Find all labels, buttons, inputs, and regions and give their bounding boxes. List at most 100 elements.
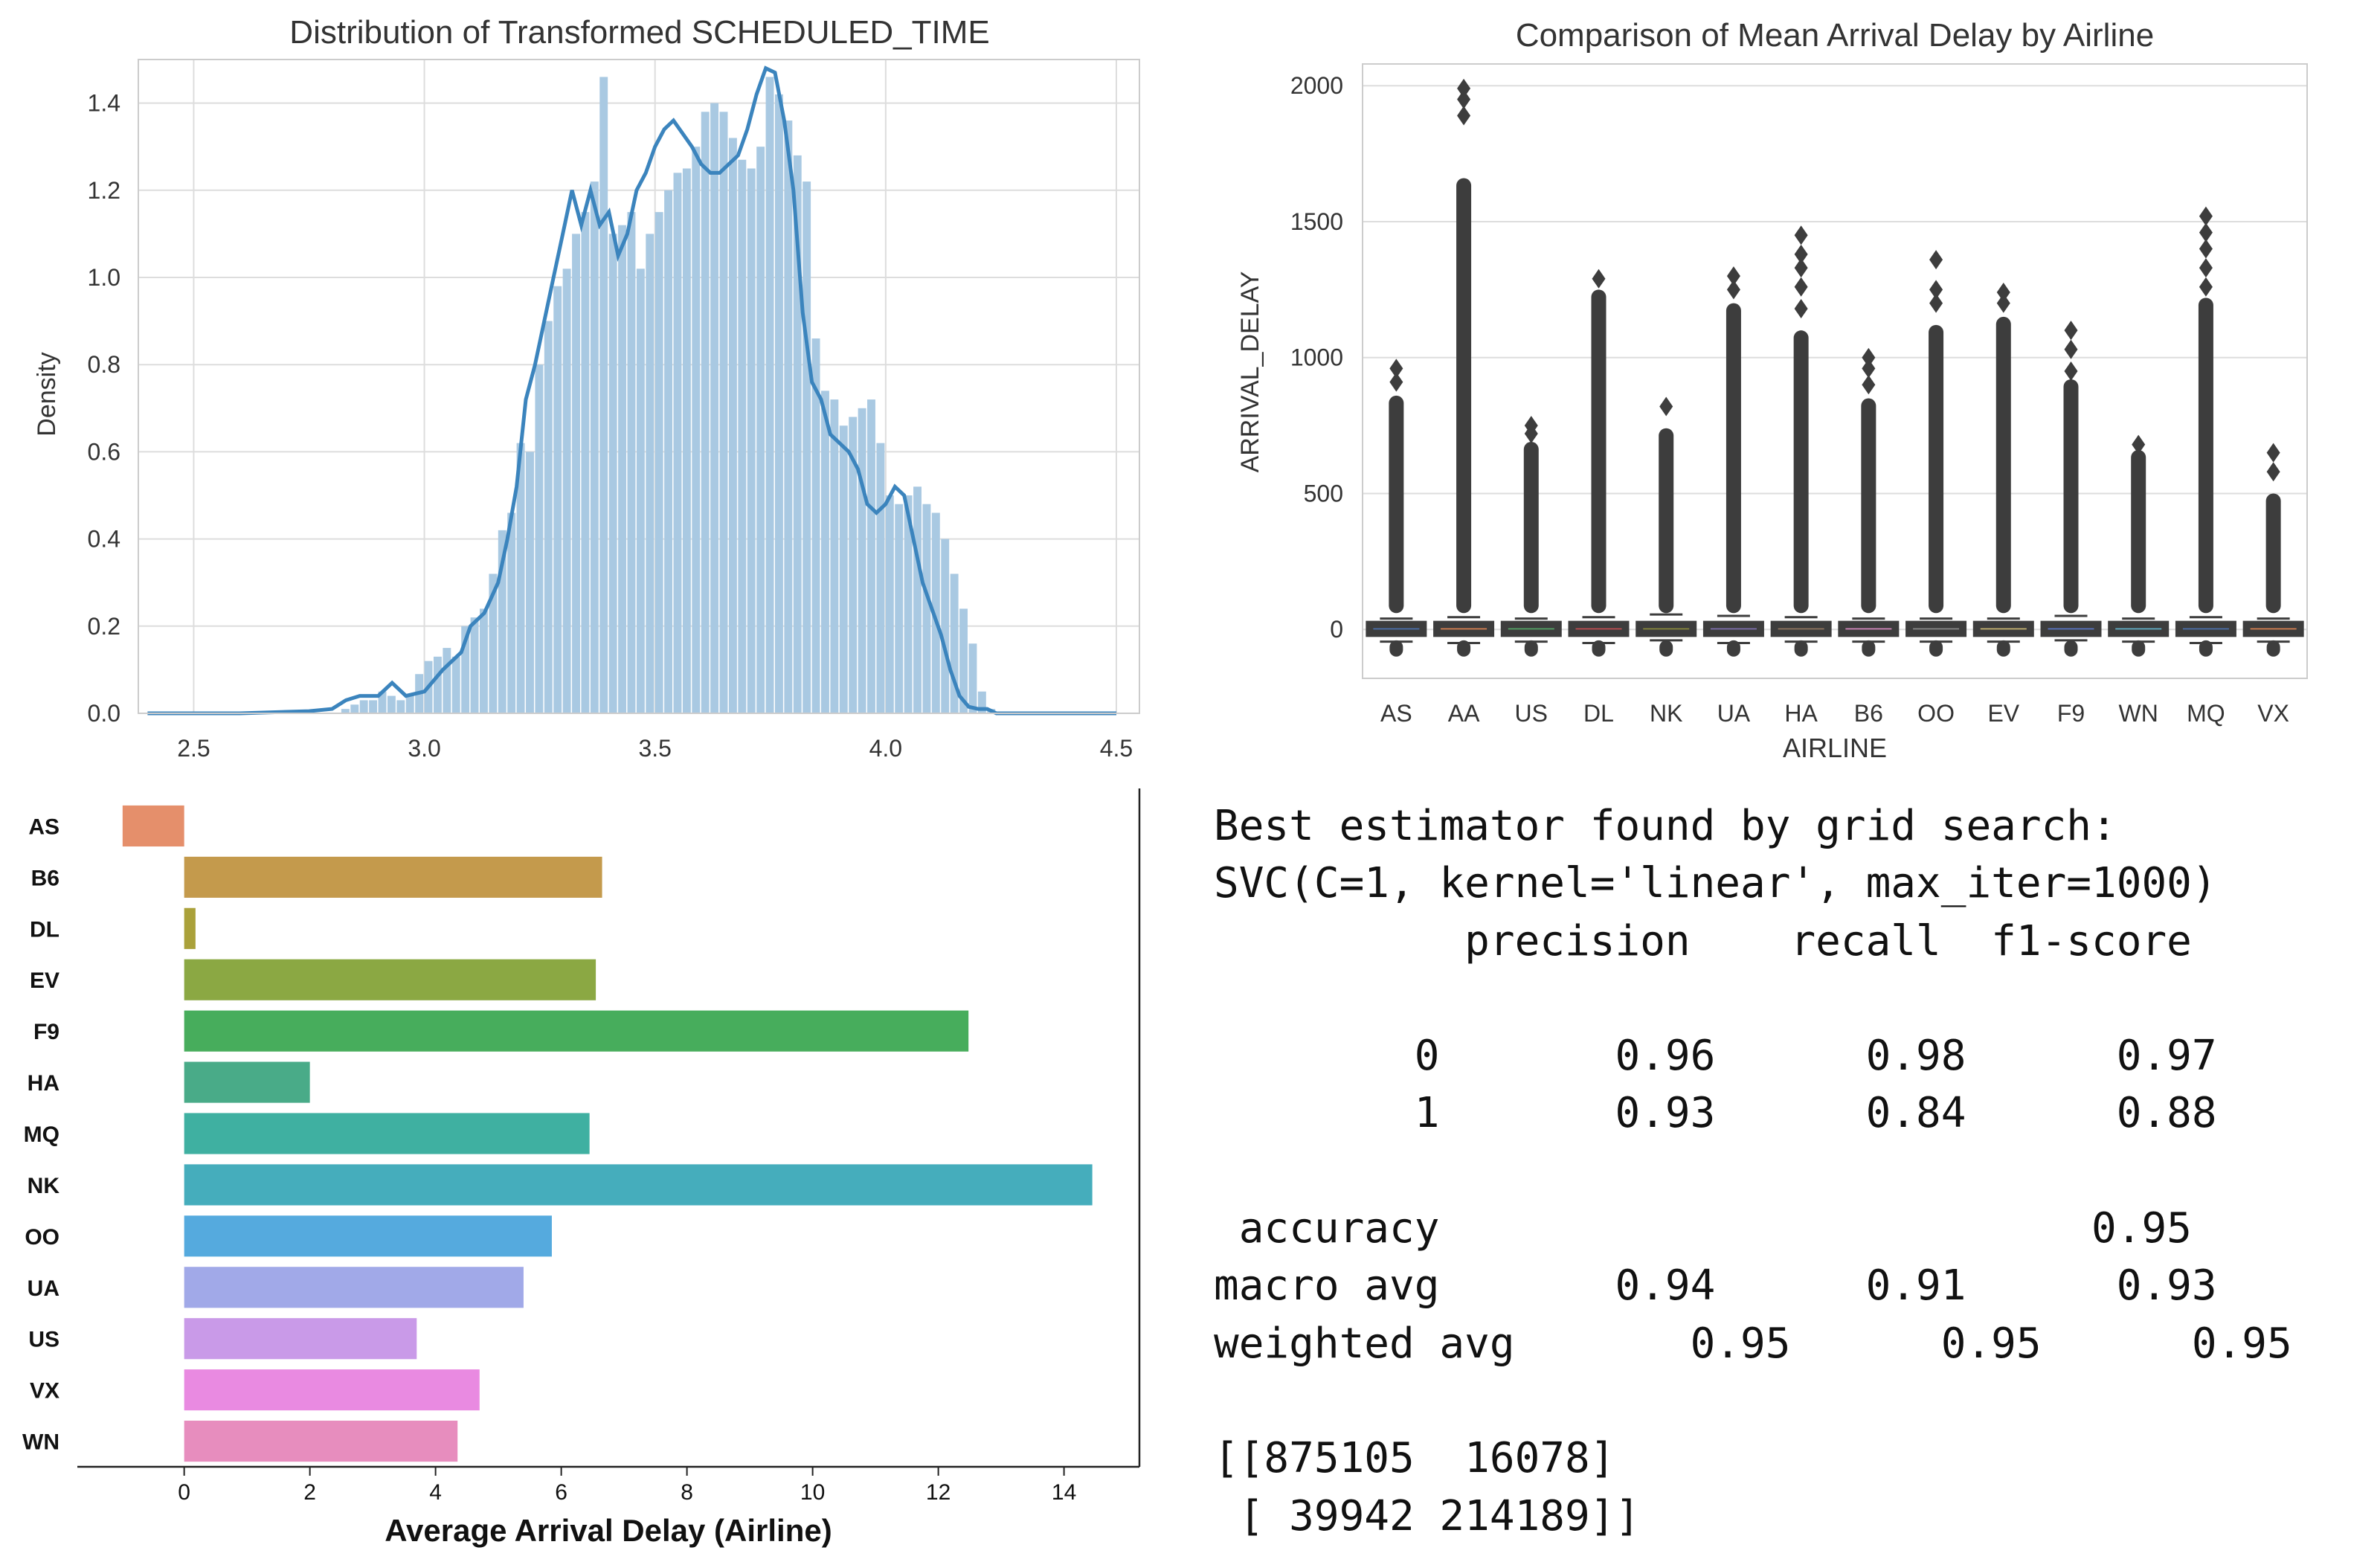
box-body <box>2175 620 2236 637</box>
histogram-bar <box>516 443 525 713</box>
histogram-xtick: 2.5 <box>177 735 210 762</box>
bar-xtick: 0 <box>178 1480 190 1505</box>
box-body <box>1500 620 1562 637</box>
box-EV <box>1972 283 2034 657</box>
histogram-bar <box>701 112 710 713</box>
box-lower-outliers <box>2132 640 2146 657</box>
bar-xtick: 6 <box>555 1480 567 1505</box>
box-lower-outliers <box>1389 640 1403 657</box>
bar-MQ <box>184 1113 590 1154</box>
box-outlier-point <box>2064 321 2078 341</box>
bar-chart: AS B6 DL EV F9 HA MQ NK OO UA US VX WN 0 2 4 6 8 10 12 14 Av… <box>22 788 1141 1548</box>
box-outlier-point <box>2266 443 2280 463</box>
histogram-bar <box>830 399 839 713</box>
boxplot-xtick: AS <box>1380 700 1412 727</box>
box-outlier-point <box>1592 269 1606 289</box>
bar-xtick: 4 <box>429 1480 442 1505</box>
histogram-bar <box>803 181 811 713</box>
histogram-bar <box>977 691 986 713</box>
histogram-bar <box>562 269 571 713</box>
histogram-ticks: 2.5 3.0 3.5 4.0 4.5 0.0 0.2 0.4 0.6 0.8 1.0 1.2 1.4 <box>88 90 1133 762</box>
boxplot-chart: Comparison of Mean Arrival Delay by Airl… <box>1236 17 2308 763</box>
box-outlier-point <box>2266 462 2280 482</box>
boxplot-xtick: HA <box>1784 700 1818 727</box>
histogram-bar <box>821 390 829 713</box>
box-outlier-point <box>1929 280 1943 300</box>
boxplot-xtick: VX <box>2257 700 2289 727</box>
boxplot-xtick: MQ <box>2187 700 2225 727</box>
box-lower-outliers <box>1659 640 1673 657</box>
histogram-bar <box>867 399 875 713</box>
box-lower-outliers <box>1457 640 1471 657</box>
box-outlier-band <box>1861 398 1876 614</box>
box-outlier-point <box>1929 293 1943 313</box>
histogram-bar <box>904 495 913 713</box>
histogram-bar <box>498 530 506 713</box>
box-outlier-point <box>1389 359 1403 379</box>
bar-category-label: WN <box>22 1430 60 1455</box>
boxplot-grid <box>1363 85 2307 631</box>
box-outlier-point <box>2199 239 2213 259</box>
boxplot-frame <box>1362 63 2308 679</box>
histogram-bar <box>378 691 387 713</box>
box-lower-outliers <box>1592 640 1606 657</box>
boxplot-ytick: 500 <box>1304 480 1343 507</box>
box-outlier-band <box>1995 316 2011 614</box>
bar-UA <box>184 1267 524 1308</box>
bar-xtick: 14 <box>1052 1480 1076 1505</box>
histogram-bar <box>922 504 931 713</box>
histogram-xtick: 3.5 <box>638 735 671 762</box>
histogram-bar <box>608 234 617 713</box>
report-line: 1 0.93 0.84 0.88 <box>1214 1089 2217 1138</box>
box-AA <box>1433 78 1495 657</box>
histogram-bar <box>359 700 368 713</box>
histogram-bar <box>793 155 802 714</box>
box-MQ <box>2175 206 2236 657</box>
histogram-bar <box>341 709 350 713</box>
histogram-bar <box>599 77 608 713</box>
histogram-bar <box>931 512 940 713</box>
box-outlier-point <box>1862 375 1876 395</box>
bar-marks <box>122 805 1093 1462</box>
box-DL <box>1568 269 1630 657</box>
box-outlier-point <box>2199 277 2213 297</box>
histogram-bar <box>636 269 645 713</box>
box-NK <box>1636 396 1697 657</box>
boxplot-xtick: EV <box>1987 700 2019 727</box>
box-outlier-point <box>1524 416 1538 436</box>
histogram-bar <box>692 147 701 713</box>
box-outlier-point <box>2064 339 2078 359</box>
box-outlier-point <box>1794 277 1808 297</box>
histogram-ytick: 0.2 <box>88 613 120 640</box>
box-HA <box>1770 225 1832 657</box>
histogram-bar <box>839 425 848 713</box>
histogram-bar <box>405 695 414 713</box>
histogram-bar <box>489 573 498 713</box>
histogram-bar <box>858 408 866 713</box>
box-OO <box>1905 250 1967 657</box>
histogram-bar <box>618 225 626 713</box>
box-body <box>1905 620 1967 637</box>
bar-EV <box>184 959 596 1000</box>
histogram-bar <box>895 504 904 713</box>
box-outlier-point <box>1457 89 1471 109</box>
boxplot-ytick: 1500 <box>1290 208 1343 235</box>
histogram-chart: Distribution of Transformed SCHEDULED_TI… <box>33 14 1140 762</box>
bar-category-label: EV <box>30 968 60 993</box>
histogram-bar <box>913 486 922 713</box>
box-body <box>2242 620 2304 637</box>
box-UA <box>1702 266 1764 657</box>
histogram-bar <box>719 112 728 713</box>
bar-category-label: DL <box>30 917 60 942</box>
report-line: weighted avg 0.95 0.95 0.95 <box>1214 1319 2292 1368</box>
histogram-xtick: 3.0 <box>408 735 440 762</box>
box-outlier-point <box>2199 206 2213 226</box>
boxplot-xtick: UA <box>1717 700 1751 727</box>
histogram-bar <box>885 495 894 713</box>
histogram-ylabel: Density <box>33 352 61 436</box>
box-outlier-point <box>1996 293 2010 313</box>
histogram-bar <box>664 190 673 714</box>
box-outlier-point <box>2199 222 2213 242</box>
box-outlier-band <box>2198 298 2213 614</box>
box-VX <box>2242 443 2304 657</box>
